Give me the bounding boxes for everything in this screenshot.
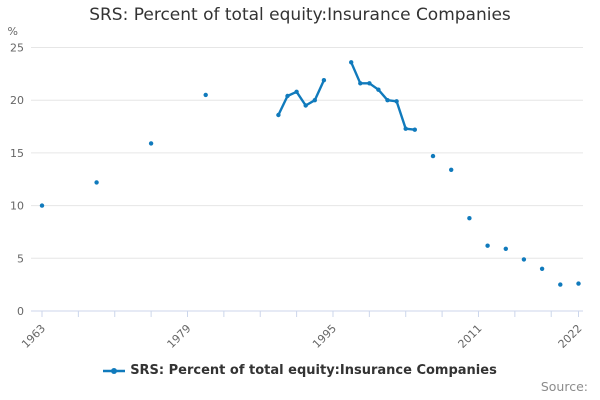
y-tick-label: 25 (10, 42, 24, 55)
data-point-2018[interactable] (539, 266, 545, 271)
data-point-2010[interactable] (467, 216, 472, 221)
data-point-1993[interactable] (312, 98, 317, 103)
data-point-2008[interactable] (449, 167, 454, 172)
data-point-2006[interactable] (430, 153, 436, 159)
data-point-1991[interactable] (294, 89, 299, 95)
data-point-2000[interactable] (376, 87, 381, 92)
x-tick-label: 2022 (556, 322, 585, 351)
data-point-2004[interactable] (412, 127, 417, 132)
x-tick-label: 2011 (456, 322, 485, 351)
legend-label: SRS: Percent of total equity:Insurance C… (130, 363, 497, 378)
y-axis-unit-label: % (7, 25, 18, 38)
data-point-2016[interactable] (521, 257, 527, 262)
y-tick-label: 0 (17, 305, 24, 318)
data-point-1969[interactable] (94, 180, 99, 185)
data-point-2002[interactable] (394, 99, 399, 104)
data-point-2003[interactable] (403, 126, 408, 131)
data-point-1975[interactable] (148, 141, 154, 146)
data-point-1990[interactable] (285, 93, 290, 99)
series-line (277, 79, 326, 117)
legend-item[interactable]: SRS: Percent of total equity:Insurance C… (0, 363, 600, 378)
data-point-2012[interactable] (485, 243, 490, 248)
y-tick-label: 10 (10, 200, 24, 213)
source-label: Source: (540, 379, 588, 394)
data-point-1994[interactable] (321, 78, 327, 83)
data-point-2022[interactable] (576, 281, 581, 286)
data-point-2020[interactable] (558, 282, 563, 287)
data-point-2014[interactable] (503, 246, 508, 251)
data-point-1989[interactable] (276, 112, 281, 118)
data-point-1997[interactable] (349, 60, 354, 65)
x-tick-label: 1995 (310, 322, 339, 351)
data-point-1992[interactable] (303, 103, 308, 108)
y-tick-label: 5 (17, 252, 24, 265)
data-point-1963[interactable] (39, 203, 45, 208)
data-point-1981[interactable] (203, 92, 208, 98)
x-tick-label: 1979 (165, 322, 194, 351)
data-point-1998[interactable] (358, 81, 363, 86)
y-tick-label: 15 (10, 147, 24, 160)
series-line (350, 61, 416, 131)
chart-title: SRS: Percent of total equity:Insurance C… (89, 5, 511, 25)
y-tick-label: 20 (10, 94, 24, 107)
data-point-1999[interactable] (367, 81, 372, 86)
legend-line-marker-icon (103, 367, 126, 374)
data-point-2001[interactable] (385, 98, 390, 103)
x-tick-label: 1963 (19, 322, 48, 351)
